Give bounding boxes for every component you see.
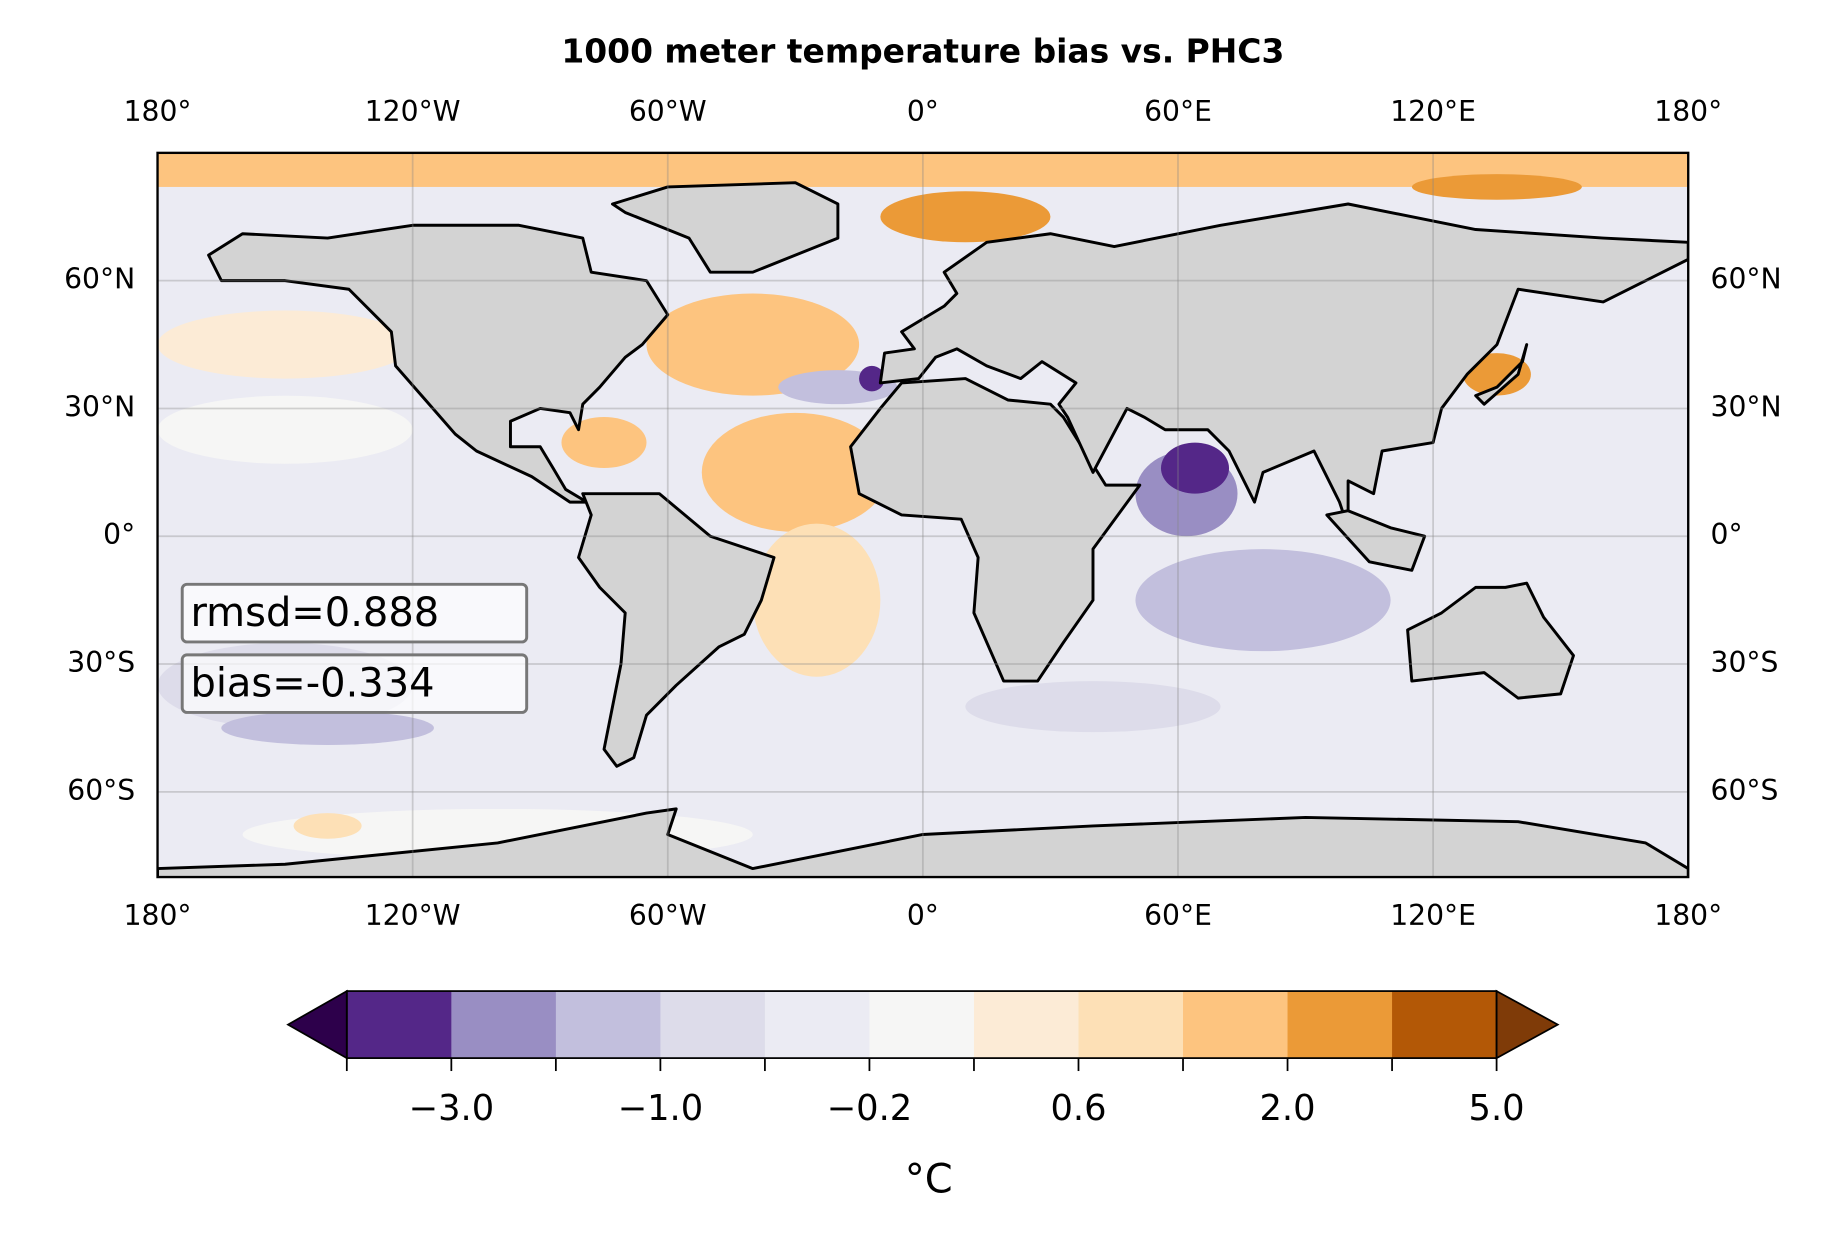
y-tick-label: 0°	[103, 518, 135, 551]
bias-patch	[293, 813, 362, 839]
colorbar-tick-label: −3.0	[409, 1088, 495, 1129]
arctic-patch	[1411, 174, 1582, 200]
chart-title: 1000 meter temperature bias vs. PHC3	[561, 31, 1284, 70]
bias-patch	[965, 681, 1221, 733]
land	[577, 492, 776, 768]
x-tick-label: 180°	[124, 95, 192, 128]
x-tick-label: 180°	[124, 899, 192, 932]
arctic-patch	[880, 191, 1051, 243]
x-tick-label: 60°E	[1144, 95, 1212, 128]
y-tick-label: 60°S	[67, 774, 135, 807]
colorbar-segment	[555, 991, 661, 1059]
land	[878, 202, 1689, 530]
bias-patch	[1160, 442, 1230, 494]
x-tick-label: 180°	[1654, 899, 1722, 932]
colorbar-under	[286, 989, 348, 1060]
x-tick-label: 0°	[907, 95, 939, 128]
map-frame	[156, 151, 1690, 879]
bias-patch	[752, 523, 881, 677]
map: 180° 180° 120°W 120°W 60°W 60°W 0° 0° 60°E 60°E 12…	[64, 95, 1782, 932]
x-tick-label: 120°W	[365, 899, 461, 932]
land	[1474, 343, 1529, 406]
land	[1406, 581, 1575, 700]
colorbar-segment	[660, 991, 766, 1059]
colorbar-frame	[345, 990, 1498, 1059]
bias-patch	[859, 365, 885, 392]
map-field	[157, 152, 1689, 878]
colorbar-tick-label: −1.0	[618, 1088, 704, 1129]
y-tick-label: 30°S	[67, 646, 135, 679]
bias-patch	[561, 417, 647, 469]
colorbar-segment	[973, 991, 1080, 1059]
colorbar-label: °C	[905, 1157, 953, 1203]
colorbar-tick-label: 0.6	[1050, 1088, 1106, 1129]
y-tick-label: 60°S	[1711, 774, 1779, 807]
y-tick-label: 30°N	[1711, 390, 1782, 423]
y-tick-label: 30°S	[1711, 646, 1779, 679]
x-tick-label: 120°E	[1390, 899, 1476, 932]
x-tick-label: 60°W	[629, 899, 707, 932]
colorbar-segment	[1183, 991, 1289, 1059]
bias-patch	[1135, 549, 1391, 652]
bias-patch	[701, 412, 889, 532]
bias-patch	[221, 710, 434, 745]
annotation-box	[180, 582, 529, 644]
bias-patch	[1462, 353, 1531, 396]
bias-patch	[157, 395, 413, 464]
colorbar: −3.0 −1.0 −0.2 0.6 2.0 5.0 °C	[286, 989, 1560, 1203]
colorbar-segment	[451, 991, 557, 1059]
y-tick-label: 0°	[1711, 518, 1743, 551]
colorbar-segment	[1078, 991, 1184, 1059]
colorbar-tick-label: 2.0	[1260, 1088, 1316, 1129]
annotation-box	[180, 653, 529, 714]
colorbar-tick-label: −0.2	[827, 1088, 913, 1129]
x-tick-label: 120°W	[365, 95, 461, 128]
x-tick-label: 0°	[907, 899, 939, 932]
colorbar-segment	[1287, 991, 1393, 1059]
annotation: bias=-0.334	[190, 660, 434, 706]
land	[207, 223, 670, 504]
colorbar-segment	[346, 991, 452, 1059]
colorbar-segment	[869, 991, 975, 1059]
x-tick-label: 180°	[1654, 95, 1722, 128]
x-tick-label: 60°W	[629, 95, 707, 128]
bias-patch	[157, 310, 413, 379]
y-tick-label: 60°N	[1711, 263, 1782, 296]
bias-patch	[646, 293, 860, 396]
y-tick-label: 60°N	[64, 263, 135, 296]
land	[611, 181, 840, 274]
y-tick-label: 30°N	[64, 390, 135, 423]
colorbar-over	[1495, 989, 1560, 1060]
colorbar-segment	[1392, 991, 1498, 1059]
colorbar-segment	[764, 991, 871, 1059]
land	[1325, 509, 1427, 572]
x-tick-label: 120°E	[1390, 95, 1476, 128]
annotation: rmsd=0.888	[190, 590, 439, 636]
colorbar-tick-label: 5.0	[1469, 1088, 1525, 1129]
land	[849, 377, 1142, 683]
x-tick-label: 60°E	[1144, 899, 1212, 932]
land	[157, 807, 1689, 878]
